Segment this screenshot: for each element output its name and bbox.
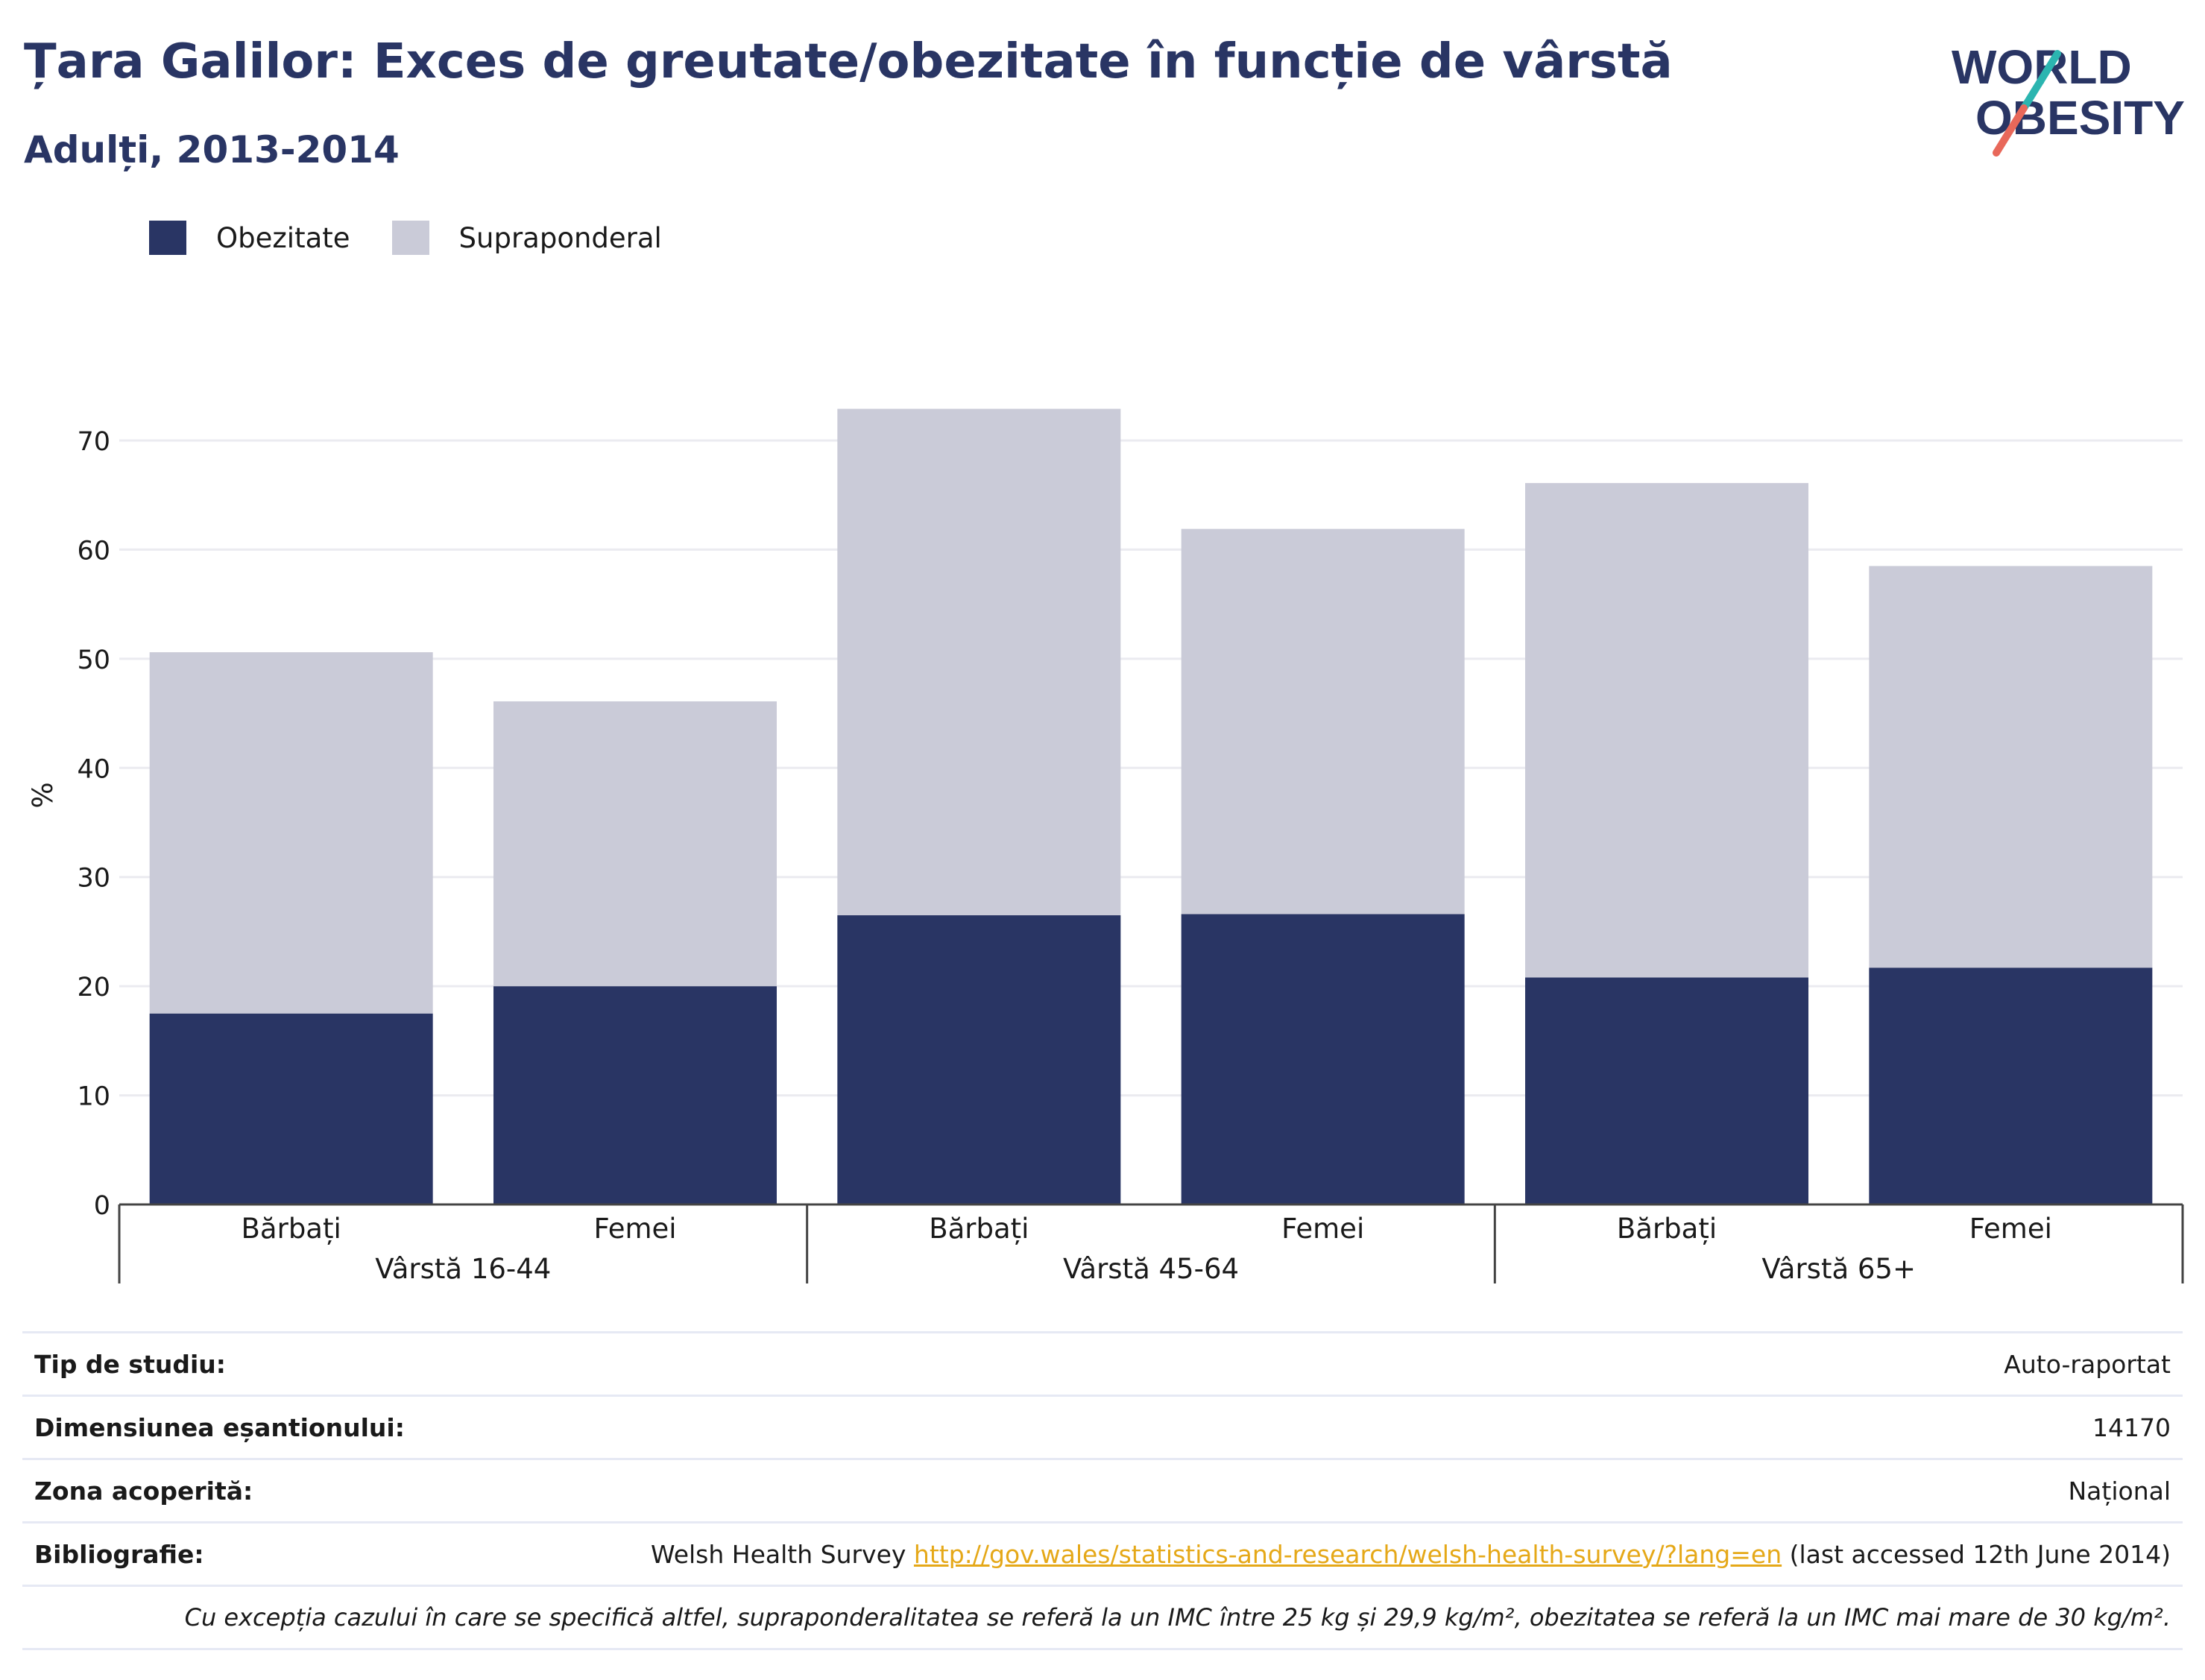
bar-supraponderal [1181, 528, 1465, 915]
bar-supraponderal [493, 701, 777, 987]
chart-legend: Obezitate Supraponderal [149, 221, 704, 255]
info-row-note: Cu excepția cazului în care se specifică… [22, 1585, 2183, 1650]
info-row-study-type: Tip de studiu: Auto-raportat [22, 1331, 2183, 1395]
info-key: Bibliografie: [34, 1539, 204, 1569]
legend-label-supraponderal: Supraponderal [458, 221, 662, 254]
x-category-label: Bărbați [929, 1213, 1029, 1245]
info-value: Auto-raportat [2004, 1349, 2171, 1379]
x-group-label: Vârstă 45-64 [1063, 1253, 1239, 1285]
info-row-sample-size: Dimensiunea eșantionului: 14170 [22, 1395, 2183, 1458]
info-key: Zona acoperită: [34, 1476, 253, 1506]
y-tick-label: 70 [77, 427, 110, 457]
bar-obezitate [149, 1013, 433, 1204]
legend-swatch-supraponderal [391, 221, 429, 255]
y-axis-label: % [27, 782, 59, 808]
y-tick-label: 30 [77, 864, 110, 894]
bibliography-source: Welsh Health Survey [651, 1539, 914, 1569]
info-key: Dimensiunea eșantionului: [34, 1412, 405, 1442]
y-tick-label: 20 [77, 973, 110, 1002]
bar-supraponderal [149, 652, 433, 1014]
bar-obezitate [1181, 914, 1465, 1204]
bar-obezitate [493, 986, 777, 1204]
y-tick-label: 10 [77, 1082, 110, 1112]
x-category-label: Femei [1281, 1213, 1364, 1245]
bibliography-link[interactable]: http://gov.wales/statistics-and-research… [913, 1539, 1782, 1569]
study-info-table: Tip de studiu: Auto-raportat Dimensiunea… [22, 1331, 2183, 1650]
x-category-label: Femei [593, 1213, 676, 1245]
x-category-label: Femei [1969, 1213, 2052, 1245]
y-tick-label: 40 [77, 754, 110, 784]
legend-item-supraponderal[interactable]: Supraponderal [391, 221, 662, 255]
stacked-bar-chart: 0 10 20 30 40 50 60 70% Bărbați Femei Bărbați Femei… [27, 408, 2184, 1285]
bibliography-accessed: (last accessed 12th June 2014) [1782, 1539, 2171, 1569]
legend-label-obezitate: Obezitate [216, 221, 350, 254]
info-value: Național [2068, 1476, 2171, 1506]
bar-obezitate [1525, 977, 1808, 1204]
definition-note: Cu excepția cazului în care se specifică… [184, 1603, 2171, 1632]
x-group-label: Vârstă 65+ [1761, 1253, 1916, 1285]
bar-supraponderal [1869, 566, 2153, 968]
info-value: Welsh Health Survey http://gov.wales/sta… [651, 1540, 2183, 1569]
legend-swatch-obezitate [149, 221, 186, 255]
info-row-coverage: Zona acoperită: Național [22, 1458, 2183, 1521]
world-obesity-logo: WORLD OBESITY [1952, 40, 2185, 157]
info-row-bibliography: Bibliografie: Welsh Health Survey http:/… [22, 1521, 2183, 1585]
y-tick-label: 50 [77, 645, 110, 675]
chart-subtitle: Adulți, 2013-2014 [24, 128, 400, 171]
legend-item-obezitate[interactable]: Obezitate [149, 221, 350, 255]
x-group-label: Vârstă 16-44 [375, 1253, 551, 1285]
x-category-label: Bărbați [1617, 1213, 1717, 1245]
info-value: 14170 [2092, 1412, 2171, 1442]
info-key: Tip de studiu: [34, 1349, 226, 1379]
bar-obezitate [837, 915, 1121, 1204]
bar-supraponderal [1525, 483, 1808, 978]
y-tick-label: 0 [94, 1191, 110, 1221]
y-tick-label: 60 [77, 536, 110, 566]
bar-supraponderal [837, 408, 1121, 915]
x-category-label: Bărbați [242, 1213, 341, 1245]
bar-obezitate [1869, 967, 2153, 1204]
chart-title: Țara Galilor: Exces de greutate/obezitat… [24, 34, 1673, 89]
